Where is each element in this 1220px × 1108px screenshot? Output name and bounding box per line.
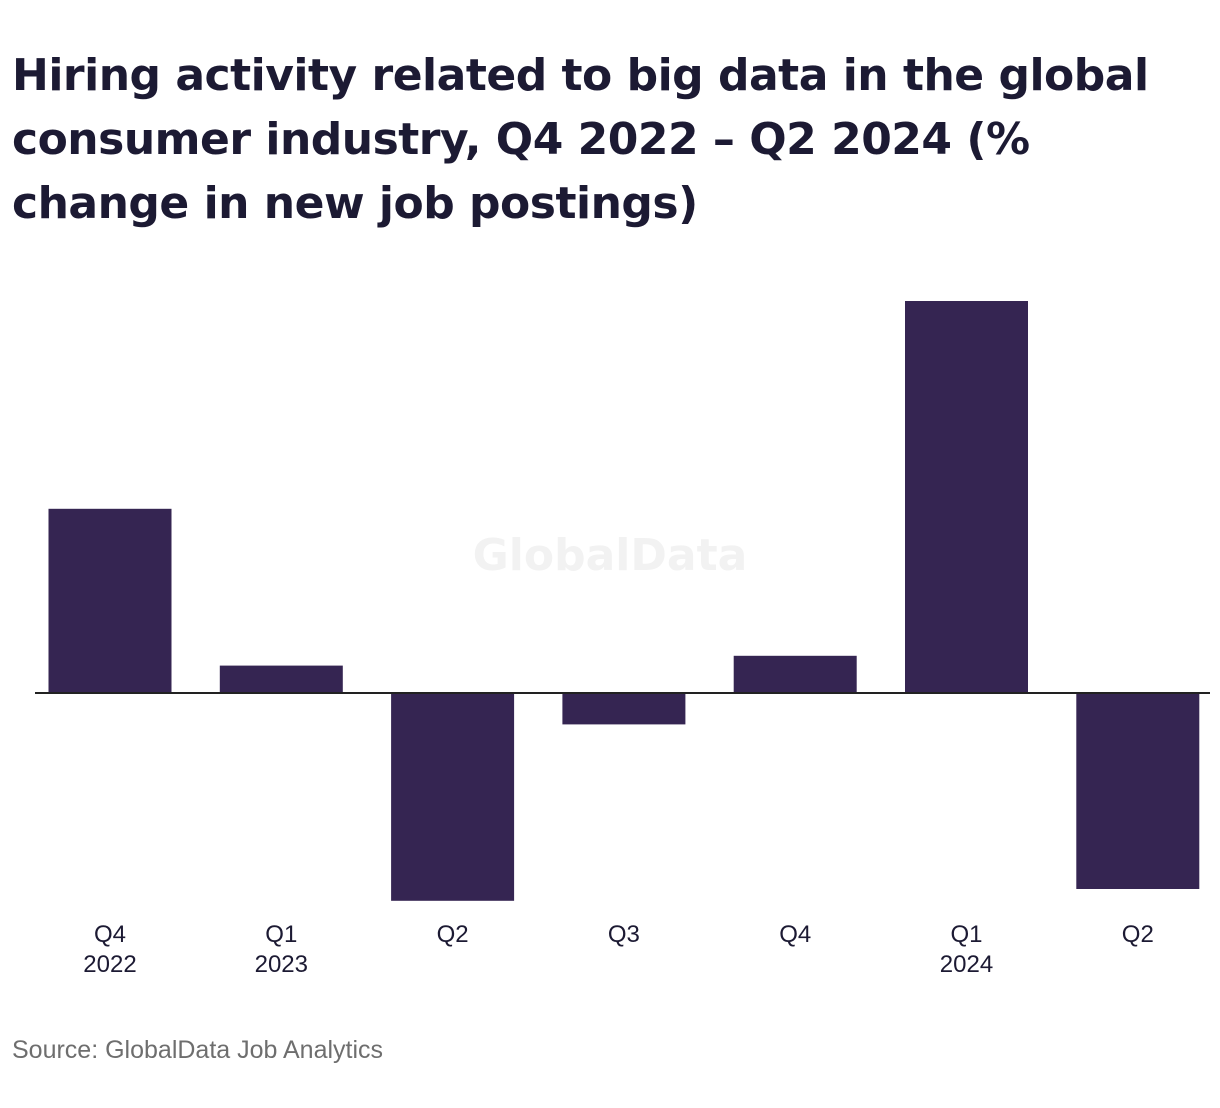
x-tick-label-quarter: Q2 (437, 921, 469, 948)
bar-2 (391, 693, 515, 901)
x-tick-label-quarter: Q1 (950, 921, 982, 948)
source-note: Source: GlobalData Job Analytics (12, 1036, 384, 1064)
x-tick-label-quarter: Q1 (265, 921, 297, 948)
x-tick-label-year: 2022 (83, 951, 136, 978)
bar-0 (48, 508, 172, 693)
x-tick-label-quarter: Q4 (94, 921, 126, 948)
bar-3 (562, 693, 686, 725)
bar-1 (219, 665, 343, 693)
x-tick-label-quarter: Q4 (779, 921, 811, 948)
x-tick-label-quarter: Q3 (608, 921, 640, 948)
x-tick-label-year: 2024 (940, 951, 993, 978)
x-tick-label-year: 2023 (255, 951, 308, 978)
bar-4 (733, 655, 857, 693)
bar-5 (905, 301, 1028, 693)
chart-title: Hiring activity related to big data in t… (12, 50, 1149, 229)
x-axis-labels: Q4 2022 Q1 2023 Q2 Q3 Q4 Q1 2024 Q2 (83, 921, 1154, 978)
x-tick-label-quarter: Q2 (1122, 921, 1154, 948)
bars-group (48, 301, 1200, 901)
watermark: GlobalData (473, 530, 748, 581)
bar-6 (1076, 693, 1200, 889)
